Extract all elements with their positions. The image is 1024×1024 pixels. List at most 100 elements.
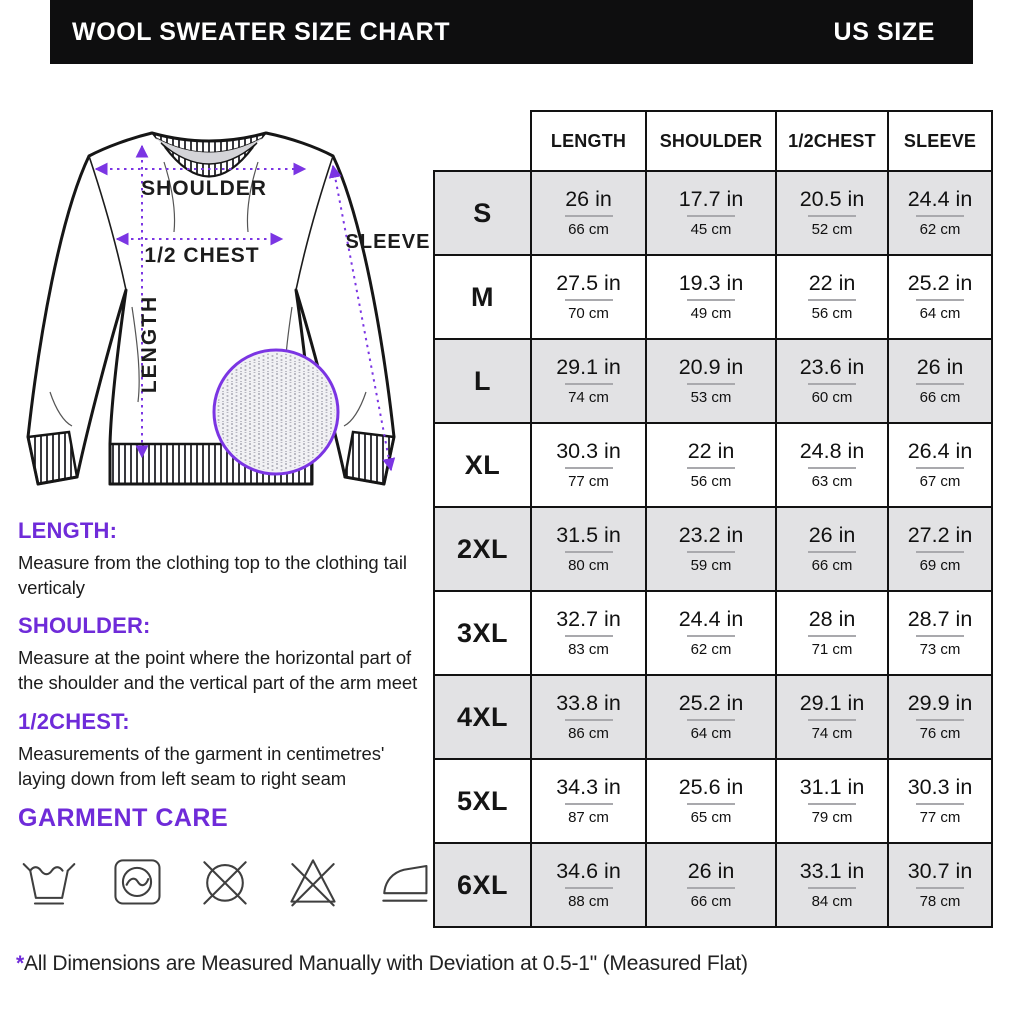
value-cm: 53 cm	[690, 389, 732, 407]
value-cm: 56 cm	[690, 473, 732, 491]
care-icons-row	[18, 851, 428, 916]
measure-cell: 28 in 71 cm	[775, 590, 889, 676]
measure-cell: 28.7 in 73 cm	[887, 590, 993, 676]
value-divider	[564, 467, 613, 470]
measure-cell: 19.3 in 49 cm	[645, 254, 777, 340]
sweater-measurement-diagram: SHOULDER 1/2 CHEST LENGTH SLEEVE	[14, 92, 432, 512]
value-divider	[564, 215, 613, 218]
measure-cell: 31.1 in 79 cm	[775, 758, 889, 844]
size-label: L	[433, 338, 532, 424]
value-cm: 83 cm	[568, 641, 609, 659]
value-cm: 63 cm	[811, 473, 853, 491]
measure-cell: 20.9 in 53 cm	[645, 338, 777, 424]
measure-cell: 25.2 in 64 cm	[887, 254, 993, 340]
value-divider	[916, 467, 964, 470]
value-divider	[687, 299, 735, 302]
column-header-sleeve: SLEEVE	[887, 110, 993, 172]
value-divider	[687, 383, 735, 386]
measure-cell: 32.7 in 83 cm	[530, 590, 647, 676]
value-cm: 62 cm	[690, 641, 732, 659]
size-label: 6XL	[433, 842, 532, 928]
value-divider	[916, 383, 964, 386]
measure-cell: 26 in 66 cm	[775, 506, 889, 592]
value-inches: 24.8 in	[799, 438, 865, 463]
value-cm: 86 cm	[568, 725, 609, 743]
value-divider	[564, 299, 613, 302]
value-inches: 26 in	[916, 354, 964, 379]
value-cm: 88 cm	[568, 893, 609, 911]
measure-cell: 17.7 in 45 cm	[645, 170, 777, 256]
value-inches: 25.2 in	[907, 270, 973, 295]
value-divider	[564, 383, 613, 386]
shoulder-diagram-label: SHOULDER	[141, 177, 267, 200]
value-divider	[808, 635, 856, 638]
measure-cell: 25.2 in 64 cm	[645, 674, 777, 760]
value-inches: 29.9 in	[907, 690, 973, 715]
value-cm: 65 cm	[690, 809, 732, 827]
value-cm: 66 cm	[690, 893, 732, 911]
value-cm: 60 cm	[811, 389, 853, 407]
value-inches: 26 in	[687, 858, 735, 883]
value-cm: 84 cm	[811, 893, 853, 911]
table-row: S 26 in 66 cm 17.7 in 45 cm 20.5 in 52 cm 2…	[433, 170, 993, 256]
measure-cell: 29.1 in 74 cm	[530, 338, 647, 424]
measure-cell: 26 in 66 cm	[887, 338, 993, 424]
size-label: 4XL	[433, 674, 532, 760]
value-cm: 64 cm	[919, 305, 961, 323]
value-divider	[564, 635, 613, 638]
value-divider	[916, 887, 964, 890]
table-header-row: LENGTH SHOULDER 1/2CHEST SLEEVE	[434, 110, 993, 172]
measure-cell: 23.2 in 59 cm	[645, 506, 777, 592]
size-label: 3XL	[433, 590, 532, 676]
value-divider	[916, 803, 964, 806]
value-inches: 28 in	[808, 606, 856, 631]
value-divider	[808, 467, 856, 470]
value-inches: 30.7 in	[907, 858, 973, 883]
size-label: 5XL	[433, 758, 532, 844]
measure-cell: 27.2 in 69 cm	[887, 506, 993, 592]
value-cm: 87 cm	[568, 809, 609, 827]
value-inches: 29.1 in	[799, 690, 865, 715]
measure-cell: 33.8 in 86 cm	[530, 674, 647, 760]
value-inches: 31.5 in	[556, 522, 621, 547]
size-label: M	[433, 254, 532, 340]
value-inches: 22 in	[808, 270, 856, 295]
value-cm: 77 cm	[919, 809, 961, 827]
value-divider	[564, 803, 613, 806]
value-cm: 52 cm	[811, 221, 853, 239]
measure-cell: 29.1 in 74 cm	[775, 674, 889, 760]
value-divider	[687, 215, 735, 218]
length-diagram-label: LENGTH	[138, 295, 161, 393]
measure-cell: 34.3 in 87 cm	[530, 758, 647, 844]
length-section-body: Measure from the clothing top to the clo…	[18, 552, 407, 599]
do-not-bleach-icon	[282, 851, 344, 916]
measure-cell: 26.4 in 67 cm	[887, 422, 993, 508]
table-row: 3XL 32.7 in 83 cm 24.4 in 62 cm 28 in 71 cm…	[433, 590, 993, 676]
value-inches: 25.2 in	[678, 690, 744, 715]
value-divider	[687, 887, 735, 890]
column-header-length: LENGTH	[530, 110, 647, 172]
measure-cell: 27.5 in 70 cm	[530, 254, 647, 340]
measure-cell: 24.4 in 62 cm	[645, 590, 777, 676]
column-header-halfchest: 1/2CHEST	[775, 110, 889, 172]
size-label: XL	[433, 422, 532, 508]
value-cm: 73 cm	[919, 641, 961, 659]
value-inches: 20.9 in	[678, 354, 744, 379]
value-cm: 62 cm	[919, 221, 961, 239]
value-divider	[687, 719, 735, 722]
value-divider	[808, 719, 856, 722]
value-divider	[916, 635, 964, 638]
value-divider	[564, 887, 613, 890]
value-inches: 28.7 in	[907, 606, 973, 631]
table-row: 4XL 33.8 in 86 cm 25.2 in 64 cm 29.1 in 74 …	[433, 674, 993, 760]
gentle-wash-icon	[18, 851, 80, 916]
left-armhole-seam	[88, 155, 127, 291]
title-bar: WOOL SWEATER SIZE CHART US SIZE	[50, 0, 973, 64]
table-row: L 29.1 in 74 cm 20.9 in 53 cm 23.6 in 60 cm…	[433, 338, 993, 424]
measure-cell: 20.5 in 52 cm	[775, 170, 889, 256]
value-cm: 66 cm	[811, 557, 853, 575]
measure-cell: 23.6 in 60 cm	[775, 338, 889, 424]
value-inches: 30.3 in	[556, 438, 621, 463]
half-chest-diagram-label: 1/2 CHEST	[144, 244, 259, 267]
size-label: 2XL	[433, 506, 532, 592]
